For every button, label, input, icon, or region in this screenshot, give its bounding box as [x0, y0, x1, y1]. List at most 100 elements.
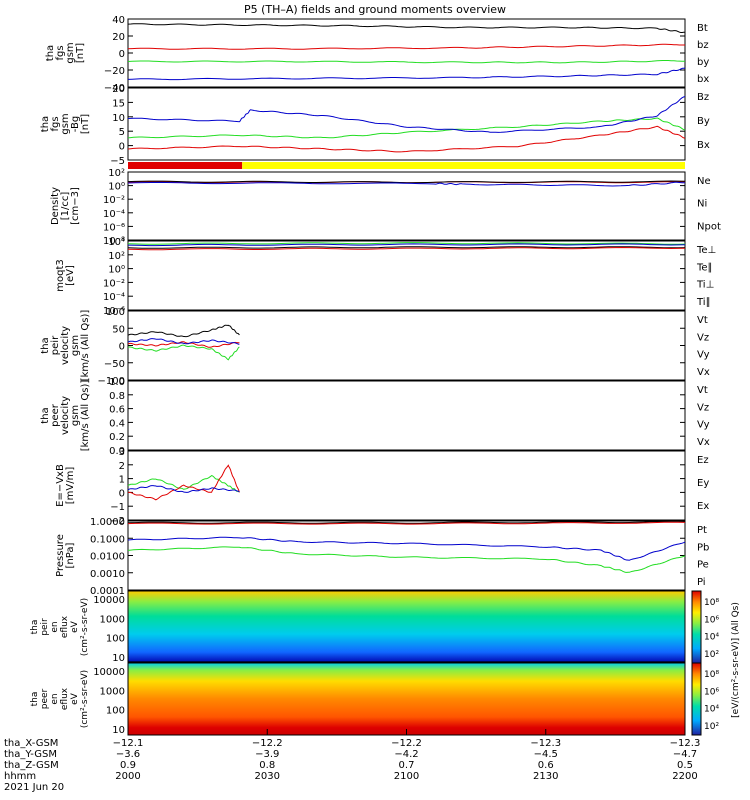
- x-row-value: 2200: [672, 771, 697, 782]
- quality-bar-yellow: [242, 162, 685, 169]
- spectrogram-peer-en: 10000 1000 100 10 tha peer en eflux eV (cm²-s-sr-…: [30, 662, 719, 736]
- y-tick-label: 10²: [108, 168, 125, 179]
- y-tick-label: 10⁻²: [103, 195, 125, 206]
- colorbar-tick-label: 10⁴: [704, 705, 719, 715]
- legend-bz: bz: [697, 40, 709, 51]
- x-row-label: tha_Z-GSM: [4, 760, 59, 771]
- legend-vx: Vx: [697, 437, 710, 448]
- y-axis-label: fgs: [50, 116, 61, 131]
- y-tick-label: 100: [106, 634, 125, 645]
- panel-efield: 3 2 1 0 −1 −2 E=−VxB [mV/m] Ez Ey Ex: [55, 447, 709, 527]
- y-axis-label: eV: [70, 620, 80, 633]
- legend-vy: Vy: [697, 420, 710, 431]
- legend-by: By: [697, 116, 710, 127]
- y-tick-label: 0: [119, 488, 125, 499]
- y-tick-label: 10⁻⁸: [103, 236, 125, 247]
- x-row-label: tha_X-GSM: [4, 738, 58, 749]
- y-tick-label: 10⁻²: [103, 278, 125, 289]
- y-axis-label: gsm: [70, 335, 81, 356]
- y-axis-label: tha: [45, 45, 56, 61]
- panel-density: 10² 10⁰ 10⁻² 10⁻⁴ 10⁻⁶ 10⁻⁸ Density [1/cc] [cm−3…: [50, 168, 721, 247]
- panel-peir-vel: 100 50 0 −50 −100 tha peir velocity gsm [km/s (Al…: [40, 307, 710, 387]
- legend-vy: Vy: [697, 350, 710, 361]
- legend-by: by: [697, 57, 709, 68]
- y-tick-label: 100: [106, 706, 125, 717]
- y-tick-label: 15: [112, 98, 125, 109]
- series-pi: [127, 536, 686, 561]
- y-axis-label: peer: [40, 688, 50, 709]
- panel-frame: [127, 380, 686, 451]
- series-bx: [127, 96, 686, 133]
- y-axis-label: [nT]: [80, 114, 91, 134]
- series-vx: [127, 338, 240, 345]
- legend-bt: Bt: [697, 23, 708, 34]
- y-tick-label: 10: [112, 113, 125, 124]
- y-axis-label: eflux: [60, 615, 70, 638]
- y-tick-label: 10²: [108, 251, 125, 262]
- chart-title: P5 (TH–A) fields and ground moments over…: [244, 3, 506, 16]
- legend-ne: Ne: [697, 176, 711, 187]
- y-axis-label: [nT]: [75, 43, 86, 63]
- y-tick-label: 0.6: [109, 405, 125, 416]
- legend-bx: bx: [697, 74, 709, 85]
- legend-pi: Pi: [697, 577, 706, 588]
- x-row-value: −3.9: [255, 749, 279, 760]
- legend-vt: Vt: [697, 315, 708, 326]
- y-axis-label: fgs: [55, 45, 66, 60]
- y-tick-label: 100: [106, 307, 125, 318]
- colorbar: [691, 662, 702, 736]
- y-axis-label: en: [50, 621, 60, 632]
- y-tick-label: 0.8: [109, 391, 125, 402]
- y-tick-label: 20: [112, 32, 125, 43]
- y-tick-label: 1.0: [109, 377, 125, 388]
- legend-vx: Vx: [697, 367, 710, 378]
- legend-te∥: Te∥: [696, 262, 713, 273]
- y-tick-label: 10⁰: [108, 182, 125, 193]
- colorbar-label: [eV/(cm²-s-sr-eV)] (All Qs): [731, 602, 741, 718]
- y-axis-label: velocity: [60, 396, 71, 435]
- y-tick-label: 10000: [93, 667, 125, 678]
- y-tick-label: 1.0000: [90, 517, 125, 528]
- panel-temp: 10⁴ 10² 10⁰ 10⁻² 10⁻⁴ 10⁻⁶ moqt3 [eV] Te⊥ Te∥ Ti⊥ T…: [55, 237, 716, 317]
- y-tick-label: 0.0100: [90, 552, 125, 563]
- series-pb: [127, 521, 686, 525]
- series-pe: [127, 546, 686, 573]
- y-tick-label: 0: [119, 342, 125, 353]
- panel-fgs-dsl: 20 15 10 5 0 −5 tha fgs gsm -Bg [nT] Bz By Bx: [40, 84, 710, 167]
- y-axis-label: Pressure: [55, 534, 66, 577]
- y-axis-label: gsm: [65, 42, 76, 63]
- legend-vz: Vz: [697, 402, 709, 413]
- y-tick-label: 1: [119, 475, 125, 486]
- legend-pe: Pe: [697, 560, 709, 571]
- x-row-value: 2030: [255, 771, 280, 782]
- x-row-value: 0.6: [538, 760, 554, 771]
- y-axis-label: eflux: [60, 687, 70, 710]
- panel-frame: [127, 310, 686, 381]
- colorbar-tick-label: 10²: [704, 650, 719, 660]
- y-tick-label: 10: [112, 725, 125, 736]
- series-npot: [127, 181, 686, 187]
- y-tick-label: −50: [104, 359, 125, 370]
- x-axis-labels: tha_X-GSM −12.1 −12.2 −12.2 −12.3 −12.3 tha_Y-…: [4, 729, 700, 793]
- series-te∥: [127, 246, 686, 249]
- y-axis-label: E=−VxB: [55, 464, 66, 507]
- series-te⊥: [127, 246, 686, 251]
- y-axis-label: moqt3: [55, 259, 66, 292]
- series-ez: [128, 464, 240, 501]
- quality-bar-red: [128, 162, 243, 169]
- legend-npot: Npot: [697, 221, 721, 232]
- x-row-value: −4.5: [534, 749, 558, 760]
- x-row-value: 0.9: [120, 760, 136, 771]
- y-axis-label: tha: [40, 407, 51, 423]
- panel-frame: [127, 171, 686, 241]
- y-axis-label: eV: [70, 692, 80, 705]
- x-row-label: tha_Y-GSM: [4, 749, 57, 760]
- y-tick-label: −40: [104, 83, 125, 94]
- y-tick-label: 3: [119, 447, 125, 458]
- y-tick-label: 10⁻⁶: [103, 222, 125, 233]
- x-row-value: −4.7: [673, 749, 697, 760]
- colorbar-tick-label: 10⁸: [704, 598, 719, 608]
- series-pt: [127, 520, 686, 524]
